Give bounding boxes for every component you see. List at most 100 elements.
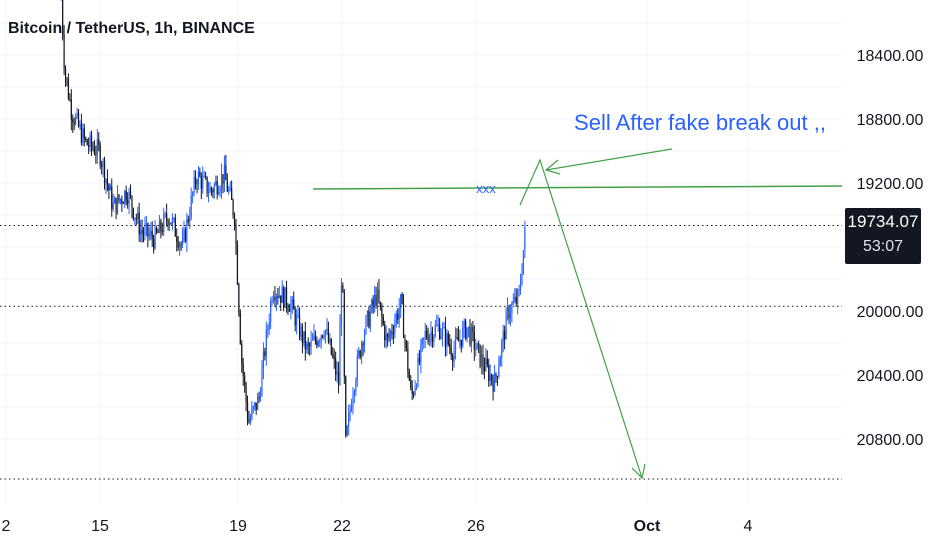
candle-body: [382, 317, 384, 325]
candle-body: [111, 186, 113, 209]
candle-body: [132, 208, 135, 219]
candle-body: [378, 289, 380, 302]
candle-body: [463, 321, 465, 328]
candle-body: [131, 196, 133, 209]
candle-body: [363, 333, 366, 346]
candle-body: [86, 139, 88, 146]
candle-body: [170, 222, 172, 225]
candle-body: [265, 329, 267, 357]
candle-body: [349, 410, 351, 414]
candle-body: [488, 365, 490, 381]
candle-body: [226, 180, 228, 192]
candle-body: [85, 138, 87, 140]
candle-body: [291, 299, 293, 304]
candle-body: [288, 309, 291, 312]
candle-body: [232, 199, 234, 216]
candle-body: [447, 333, 449, 344]
candle-body: [424, 330, 426, 338]
candle-body: [508, 307, 510, 319]
candle-body: [200, 176, 202, 189]
candle-body: [88, 145, 90, 147]
candle-body: [239, 312, 241, 344]
candle-body: [257, 396, 259, 410]
candle-body: [443, 327, 445, 329]
price-tick-label: 20000.00: [857, 304, 924, 321]
candle-body: [460, 339, 462, 347]
candle-body: [77, 112, 80, 126]
candle-body: [268, 322, 270, 329]
price-axis[interactable]: 20800.00 20400.00 20000.00 19200.00 18800.00…: [857, 48, 924, 449]
candle-body: [167, 220, 169, 226]
candle-body: [228, 189, 230, 192]
candle-body: [379, 301, 382, 307]
candle-body: [281, 287, 283, 303]
candle-body: [233, 215, 236, 225]
candle-body: [394, 322, 396, 334]
candle-body: [249, 418, 252, 423]
candle-body: [177, 242, 179, 248]
candle-body: [509, 313, 512, 319]
candle-body: [330, 338, 332, 355]
candle-body: [121, 198, 123, 204]
candle-body: [109, 186, 111, 191]
candle-body: [115, 197, 117, 214]
candle-body: [478, 343, 480, 345]
candle-body: [154, 227, 156, 249]
candle-body: [99, 145, 101, 166]
candle-body: [311, 339, 314, 341]
candle-body: [196, 183, 198, 185]
candle-body: [392, 333, 395, 335]
candle-body: [444, 327, 447, 347]
candle-body: [400, 294, 402, 309]
candle-body: [75, 116, 77, 124]
candle-body: [449, 343, 451, 348]
candle-body: [69, 98, 71, 100]
candle-body: [304, 331, 306, 350]
candle-body: [326, 328, 328, 331]
candle-body: [181, 238, 184, 244]
candle-body: [267, 328, 269, 330]
level-lines: [0, 185, 843, 480]
candle-body: [366, 311, 369, 318]
candle-body: [278, 295, 280, 298]
candle-body: [222, 174, 224, 184]
candle-body: [309, 345, 311, 347]
candle-body: [72, 119, 74, 123]
candle-body: [135, 217, 137, 220]
time-axis[interactable]: 2 15 19 22 26 Oct 4: [2, 518, 753, 535]
pointer-arrow: [545, 148, 673, 171]
candle-body: [430, 331, 432, 336]
candle-body: [371, 299, 373, 312]
candle-body: [465, 321, 467, 339]
candle-body: [374, 294, 376, 305]
candle-body: [413, 394, 415, 396]
candle-body: [381, 306, 383, 318]
candle-body: [452, 356, 454, 362]
drawings: Sell After fake break out ,, xxx: [476, 110, 826, 480]
candle-body: [345, 376, 347, 436]
candle-body: [70, 99, 72, 120]
candle-body: [339, 325, 341, 386]
candle-body: [251, 408, 253, 419]
candle-body: [160, 220, 162, 231]
candle-body: [483, 366, 486, 371]
candle-body: [482, 354, 484, 367]
candle-body: [420, 344, 422, 363]
candle-body: [271, 300, 273, 302]
candle-body: [356, 355, 358, 381]
candle-body: [391, 331, 393, 334]
candle-body: [421, 339, 423, 345]
candle-body: [255, 402, 257, 410]
candle-body: [454, 336, 457, 350]
candle-body: [274, 296, 276, 301]
candle-body: [410, 380, 412, 388]
candle-body: [145, 223, 148, 227]
candle-body: [151, 231, 153, 239]
candle-body: [138, 212, 140, 235]
candle-body: [511, 303, 513, 314]
candle-body: [446, 333, 448, 347]
candle-body: [296, 315, 298, 326]
candle-body: [186, 219, 188, 242]
candle-body: [216, 181, 218, 195]
